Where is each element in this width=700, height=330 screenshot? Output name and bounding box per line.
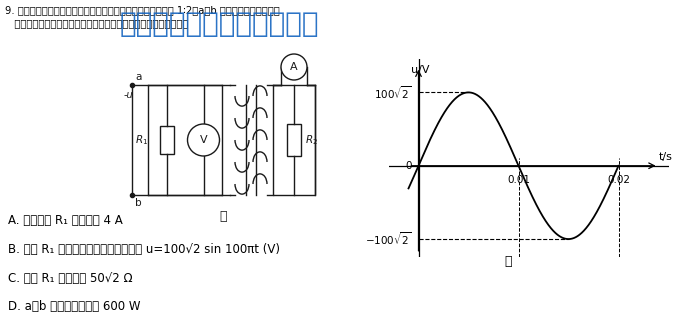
Text: A. 通过电阵 R₁ 的电流为 4 A: A. 通过电阵 R₁ 的电流为 4 A — [8, 214, 122, 227]
Text: $R_2$: $R_2$ — [305, 133, 318, 147]
Text: a: a — [135, 72, 141, 82]
Text: $R_1$: $R_1$ — [135, 133, 148, 147]
Text: $-$100$\sqrt{2}$: $-$100$\sqrt{2}$ — [365, 231, 412, 248]
Text: V: V — [199, 135, 207, 145]
Circle shape — [281, 54, 307, 80]
Bar — [148, 85, 222, 195]
Bar — [160, 126, 174, 154]
Text: 微信公众号关注：趣找答案: 微信公众号关注：趣找答案 — [120, 10, 319, 38]
Text: A: A — [290, 62, 298, 72]
Text: 的正弦交流电，电流表、电压表均为理想电表，下列说法正确的是: 的正弦交流电，电流表、电压表均为理想电表，下列说法正确的是 — [5, 18, 188, 28]
Bar — [273, 85, 315, 195]
Text: 甲: 甲 — [220, 210, 228, 223]
Text: 乙: 乙 — [505, 255, 512, 268]
Text: B. 电阵 R₁ 两端电压的瞬时值表达式为 u=100√2 sin 100πt (V): B. 电阵 R₁ 两端电压的瞬时值表达式为 u=100√2 sin 100πt … — [8, 243, 280, 256]
Text: b: b — [135, 198, 141, 208]
Text: D. a、b 端输入的功率为 600 W: D. a、b 端输入的功率为 600 W — [8, 300, 141, 313]
Text: -u: -u — [124, 90, 134, 100]
Text: 100$\sqrt{2}$: 100$\sqrt{2}$ — [374, 84, 412, 101]
Circle shape — [188, 124, 220, 156]
Bar — [287, 124, 301, 156]
Text: 9. 如图甲所示的电路中，理想变压器初、副线圈的匹数之比为 1∶2，a、b 输入端输入如图乙所示: 9. 如图甲所示的电路中，理想变压器初、副线圈的匹数之比为 1∶2，a、b 输入… — [5, 5, 280, 15]
Text: t/s: t/s — [659, 152, 673, 162]
Text: 0.02: 0.02 — [607, 175, 630, 184]
Text: 0.01: 0.01 — [507, 175, 530, 184]
Text: C. 电阵 R₁ 的阵值为 50√2 Ω: C. 电阵 R₁ 的阵值为 50√2 Ω — [8, 272, 132, 285]
Text: 0: 0 — [405, 161, 412, 171]
Text: u/V: u/V — [410, 65, 429, 75]
